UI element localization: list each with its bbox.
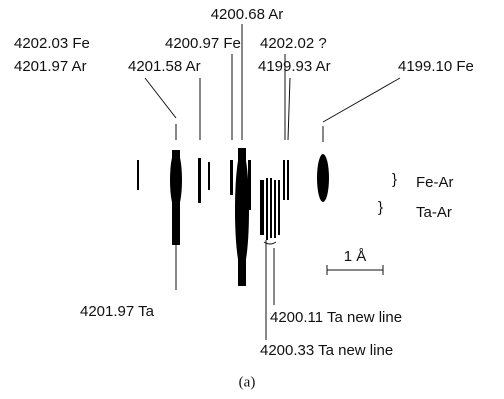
line-label: 4200.97 Fe	[165, 35, 241, 52]
scale-label: 1 Å	[344, 248, 367, 265]
line-label: 4199.10 Fe	[398, 58, 474, 75]
spectral-lines	[137, 148, 329, 286]
brace: }	[392, 171, 397, 188]
line-label: 4201.97 Ar	[14, 58, 87, 75]
brace: }	[378, 199, 383, 216]
line-label: 4199.93 Ar	[258, 58, 331, 75]
scale-bar	[327, 265, 383, 275]
line-label: 4201.97 Ta	[80, 303, 155, 320]
line-label: 4200.33 Ta new line	[260, 342, 393, 359]
legend-label: Ta-Ar	[416, 204, 452, 221]
spectrum-figure: 4200.68 Ar 4202.03 Fe 4201.97 Ar 4200.97…	[0, 0, 504, 399]
caption: (a)	[239, 374, 256, 390]
line-label: 4201.58 Ar	[128, 58, 201, 75]
line-label: 4202.02 ?	[260, 35, 327, 52]
line-label: 4200.11 Ta new line	[270, 309, 402, 326]
legend-label: Fe-Ar	[416, 174, 454, 191]
line-label: 4202.03 Fe	[14, 35, 90, 52]
line-label: 4200.68 Ar	[211, 6, 284, 23]
